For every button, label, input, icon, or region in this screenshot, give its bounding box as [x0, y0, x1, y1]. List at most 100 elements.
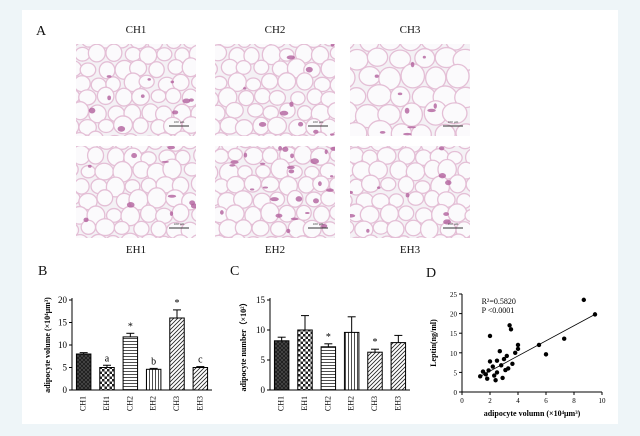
- panel-letter-c: C: [230, 264, 240, 279]
- significance-mark: a: [105, 353, 110, 364]
- micro-label-ch1: CH1: [125, 24, 147, 36]
- scatter-point: [490, 364, 495, 369]
- x-tick-label: EH3: [195, 396, 204, 411]
- x-tick-label: CH2: [125, 396, 134, 411]
- bar-ch2: [320, 346, 337, 391]
- scatter-point: [492, 373, 497, 378]
- scatter-point: [480, 369, 486, 374]
- x-tick-label: EH3: [393, 396, 402, 411]
- x-tick-label: 2: [488, 397, 492, 405]
- x-tick-label: CH2: [323, 396, 332, 411]
- x-tick-label: CH3: [370, 396, 379, 411]
- scatter-point: [494, 370, 500, 375]
- scale-bar-label: 100 μm: [313, 222, 324, 226]
- panel-letter-b: B: [38, 264, 48, 279]
- scatter-point: [536, 342, 542, 348]
- scatter-point: [486, 368, 491, 373]
- x-tick-label: 6: [544, 397, 548, 405]
- bar-eh2: [145, 368, 162, 391]
- y-axis-label: Leptin(ng/ml): [429, 319, 438, 367]
- significance-mark: *: [128, 321, 133, 332]
- x-tick-label: EH1: [300, 396, 309, 411]
- y-tick-label: 10: [256, 325, 266, 335]
- scale-bar-label: 100 μm: [174, 120, 185, 124]
- stat-annotation: R²=0.5820: [482, 297, 516, 306]
- panel-letter-a: A: [36, 24, 47, 39]
- micrograph-ch3: 100 μm: [350, 44, 470, 136]
- y-tick-label: 5: [454, 369, 458, 377]
- micro-label-eh1: EH1: [125, 244, 147, 256]
- x-tick-label: CH1: [79, 396, 88, 411]
- bar-eh3: [192, 367, 209, 391]
- trend-line: [478, 314, 596, 378]
- micrograph-eh2: 100 μm: [215, 146, 335, 238]
- y-tick-label: 15: [58, 318, 68, 328]
- scatter-point: [562, 336, 567, 341]
- scale-bar-label: 100 μm: [174, 222, 185, 226]
- bar-eh2: [343, 331, 360, 391]
- scatter-point: [508, 327, 514, 332]
- x-tick-label: 0: [460, 397, 464, 405]
- y-tick-label: 0: [261, 385, 266, 395]
- significance-mark: *: [373, 337, 378, 348]
- micro-label-eh3: EH3: [399, 244, 421, 256]
- scatter-point: [515, 342, 521, 348]
- scale-bar-label: 100 μm: [313, 120, 324, 124]
- scatter-point: [507, 323, 512, 328]
- scatter-point: [513, 350, 518, 355]
- x-tick-label: 8: [572, 397, 576, 405]
- chart-b-adipocyte-volume: 0 5 10 15 20 CH1 a EH1 * CH2 b EH2 * CH3 c EH3 adipocyte…: [43, 295, 212, 411]
- bar-eh1: [99, 367, 115, 391]
- y-tick-label: 20: [450, 311, 458, 319]
- scatter-point: [485, 376, 490, 381]
- scale-bar-label: 100 μm: [448, 222, 459, 226]
- y-tick-label: 15: [256, 295, 266, 305]
- y-tick-label: 20: [58, 295, 68, 305]
- y-axis-label: adipocyte number（×10²）: [238, 299, 248, 392]
- scatter-point: [506, 366, 511, 371]
- chart-c-adipocyte-number: 0 5 10 15 CH1 EH1 * CH2 EH2 * CH3 EH3 adipocyte numb…: [238, 295, 410, 411]
- x-tick-label: 4: [516, 397, 520, 405]
- bar-eh1: [297, 329, 313, 391]
- x-tick-label: EH2: [347, 396, 356, 411]
- y-tick-label: 25: [450, 291, 458, 299]
- micro-label-ch2: CH2: [264, 24, 286, 36]
- y-tick-label: 5: [63, 363, 68, 373]
- scatter-point: [487, 359, 493, 364]
- scatter-point: [510, 361, 515, 366]
- micro-label-ch3: CH3: [399, 24, 421, 36]
- x-axis-label: adipocyte volumn (×10⁴μm³): [484, 409, 581, 418]
- scatter-point: [592, 312, 598, 317]
- y-tick-label: 10: [450, 350, 458, 358]
- scale-bar-label: 100 μm: [448, 120, 459, 124]
- bar-ch1: [75, 353, 92, 391]
- figure: A CH1 CH2 CH3 100 μm 100 μm 100 μm 100 μ…: [22, 10, 618, 424]
- y-axis-label: adipocyte volume (×10⁴μm³): [43, 297, 52, 393]
- x-tick-label: EH2: [149, 396, 158, 411]
- micrograph-ch1: 100 μm: [76, 44, 196, 136]
- scatter-point: [543, 352, 549, 357]
- scatter-point: [478, 374, 483, 379]
- scatter-point: [581, 297, 586, 303]
- bar-eh3: [390, 342, 407, 391]
- y-tick-label: 0: [63, 385, 68, 395]
- y-tick-label: 5: [261, 355, 266, 365]
- micrograph-eh1: 100 μm: [76, 146, 196, 238]
- scatter-point: [499, 363, 504, 368]
- bar-ch3: [367, 351, 383, 391]
- y-tick-label: 0: [454, 389, 458, 397]
- micrograph-ch2: 100 μm: [215, 44, 335, 136]
- x-tick-label: CH1: [277, 396, 286, 411]
- significance-mark: *: [326, 332, 331, 343]
- significance-mark: *: [175, 298, 180, 309]
- bar-ch3: [169, 317, 185, 391]
- panel-letter-d: D: [426, 266, 437, 281]
- significance-mark: b: [151, 356, 156, 367]
- scatter-point: [515, 346, 521, 352]
- micrograph-eh3: 100 μm: [350, 146, 470, 238]
- y-tick-label: 10: [58, 340, 68, 350]
- scatter-point: [500, 375, 505, 381]
- scatter-point: [494, 358, 500, 363]
- scatter-point: [483, 372, 488, 377]
